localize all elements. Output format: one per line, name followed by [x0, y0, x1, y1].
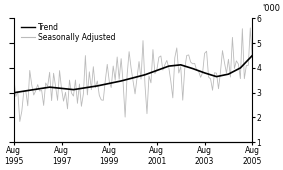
- Legend: Trend, Seasonally Adjusted: Trend, Seasonally Adjusted: [20, 22, 116, 43]
- Text: '000: '000: [262, 4, 280, 13]
